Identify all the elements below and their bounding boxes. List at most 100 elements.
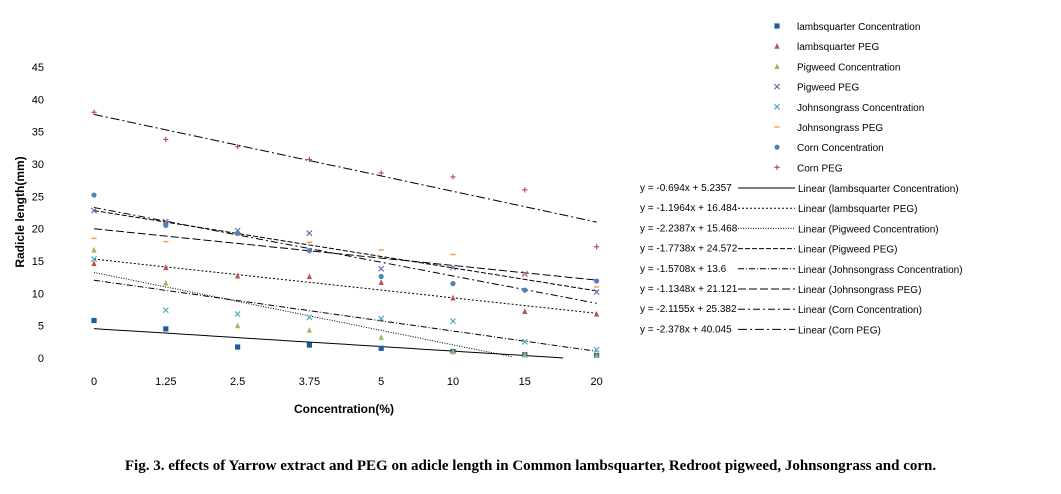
- data-point: [162, 218, 169, 225]
- legend-label: Linear (Johnsongrass Concentration): [798, 265, 963, 276]
- trendline: [93, 113, 597, 223]
- trendline: [93, 328, 564, 359]
- trendline: [93, 228, 597, 281]
- data-point: [773, 83, 781, 90]
- legend-label: Pigweed Concentration: [797, 62, 900, 73]
- data-point: [594, 352, 600, 359]
- data-point: [593, 289, 600, 296]
- series-group: [91, 317, 600, 359]
- data-point: [449, 264, 457, 271]
- y-tick-label: 45: [32, 62, 44, 74]
- x-axis-title: Concentration(%): [294, 402, 394, 416]
- series-group: [90, 256, 600, 353]
- data-point: [162, 307, 169, 314]
- data-point: [522, 187, 528, 193]
- x-tick-label: 3.75: [299, 376, 320, 388]
- data-point: [91, 260, 97, 267]
- data-point: [594, 278, 600, 284]
- data-point: [163, 136, 169, 143]
- legend-label: Linear (lambsquarter PEG): [798, 204, 918, 215]
- data-point: [522, 287, 528, 293]
- legend-label: lambsquarter Concentration: [797, 22, 920, 33]
- legend-label: Corn Concentration: [797, 143, 884, 154]
- data-point: [774, 43, 780, 49]
- x-tick-label: 2.5: [230, 376, 245, 388]
- data-point: [306, 273, 312, 280]
- legend-label: Linear (Corn PEG): [798, 325, 881, 336]
- y-axis-title: Radicle length(mm): [13, 156, 27, 267]
- x-tick-label: 10: [447, 376, 459, 388]
- trendline-equation: y = -0.694x + 5.2357: [640, 183, 732, 194]
- legend: lambsquarter Concentration lambsquarter P…: [738, 22, 963, 336]
- trendline-group: [93, 113, 597, 359]
- series-group: [91, 246, 600, 359]
- data-point: [306, 230, 313, 237]
- legend-label: lambsquarter PEG: [797, 42, 879, 53]
- legend-label: Linear (Johnsongrass PEG): [798, 285, 921, 296]
- legend-label: Linear (Pigweed Concentration): [798, 224, 939, 235]
- data-point: [163, 326, 169, 332]
- series-group: [91, 260, 600, 317]
- series-group: [90, 207, 600, 296]
- data-point: [235, 143, 241, 150]
- data-point: [773, 103, 781, 110]
- trendline-equation: y = -2.378x + 40.045: [640, 324, 732, 335]
- legend-label: Corn PEG: [797, 163, 843, 174]
- data-point: [90, 207, 98, 214]
- y-tick-label: 30: [32, 159, 44, 171]
- x-tick-label: 1.25: [155, 376, 176, 388]
- data-point: [378, 279, 384, 285]
- data-point: [378, 334, 384, 340]
- data-point: [235, 322, 241, 329]
- data-point: [163, 264, 169, 271]
- data-point: [521, 338, 528, 345]
- data-point: [450, 281, 456, 287]
- legend-label: Linear (Corn Concentration): [798, 305, 922, 316]
- data-point: [163, 279, 169, 286]
- data-point: [235, 272, 241, 279]
- trendline: [93, 258, 597, 314]
- trendline-equation: y = -1.1348x + 21.121: [640, 284, 738, 295]
- data-point: [450, 348, 456, 355]
- data-point: [774, 63, 780, 69]
- series-group: [91, 192, 600, 293]
- data-point: [234, 311, 241, 318]
- trendline: [93, 207, 597, 304]
- trendline-equation: y = -2.1155x + 25.382: [640, 304, 737, 315]
- y-tick-label: 10: [32, 288, 44, 300]
- data-point: [378, 170, 384, 176]
- data-point: [450, 174, 456, 180]
- data-point: [378, 273, 384, 280]
- data-point: [449, 318, 457, 325]
- data-point: [235, 344, 241, 350]
- data-point: [235, 230, 241, 236]
- data-point: [306, 248, 312, 254]
- trendline-equation: y = -1.5708x + 13.6: [640, 264, 727, 275]
- trendline-equation: y = -1.1964x + 16.484: [640, 203, 738, 214]
- data-point: [378, 315, 385, 322]
- data-points: [90, 109, 600, 359]
- data-point: [91, 192, 97, 198]
- legend-label: Johnsongrass Concentration: [797, 103, 924, 114]
- y-tick-label: 35: [32, 127, 44, 139]
- data-point: [774, 144, 780, 150]
- y-tick-label: 0: [38, 353, 44, 365]
- data-point: [306, 314, 313, 321]
- data-point: [90, 256, 98, 263]
- data-point: [306, 342, 312, 348]
- x-tick-label: 5: [378, 376, 384, 388]
- data-point: [378, 345, 384, 351]
- y-tick-label: 5: [38, 321, 44, 333]
- legend-label: Linear (Pigweed PEG): [798, 245, 898, 256]
- data-point: [522, 308, 528, 315]
- data-point: [774, 23, 780, 29]
- chart-axes: 0 5 10 15 20 25 30 35 40 45 0 1.25 2.5 3.75 5 10 15 20: [32, 62, 603, 388]
- data-point: [91, 246, 97, 253]
- y-tick-label: 40: [32, 94, 44, 106]
- data-point: [91, 109, 97, 115]
- trendline-equation: y = -1.7738x + 24.572: [640, 244, 738, 255]
- data-point: [306, 156, 312, 163]
- data-point: [594, 310, 600, 317]
- legend-label: Linear (lambsquarter Concentration): [798, 184, 959, 195]
